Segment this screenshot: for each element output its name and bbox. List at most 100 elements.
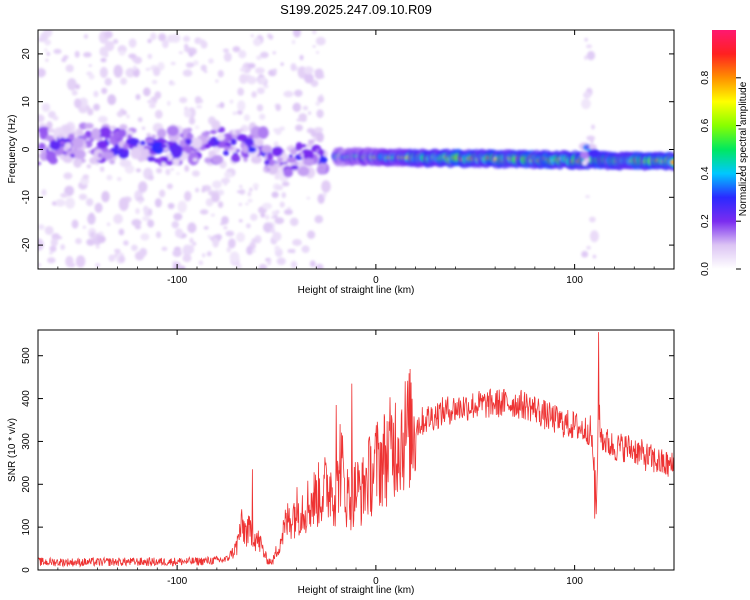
spectrogram-cell [41,102,51,112]
spectrogram-cell [211,154,224,165]
spectrogram-cell [171,221,179,229]
spectrogram-cell [72,137,84,149]
spectrogram-cell [246,245,254,255]
spectrogram-cell [148,174,154,181]
spectrogram-cell [236,190,241,193]
spectrogram-cell [55,199,66,207]
spectrogram-cell [95,245,100,249]
spectrogram-cell [88,64,92,67]
spectrogram-cell [73,157,82,168]
spectrogram-feature [331,146,674,171]
spectrogram-cell [237,100,246,112]
snr-x-label: Height of straight line (km) [298,585,415,596]
spectrogram-cell [315,36,326,46]
spectrogram-cell [44,225,54,235]
spectrogram-cell [160,144,168,149]
spectrogram-cell [242,145,249,154]
spectrogram-cell [139,140,146,146]
spectrogram-cell [41,189,47,196]
spectrogram-cell [223,52,232,62]
spectrogram-cell [199,209,209,215]
spectrogram-cell [162,39,169,49]
spectrogram-cell [182,69,193,77]
colorbar-tick-label: 0.2 [700,214,711,228]
spectrogram-cell [189,237,194,244]
spectrogram-cell [207,235,212,239]
spectrogram-cell [283,168,294,178]
spectrogram-cell [230,154,241,163]
spectrogram-cell [75,84,81,90]
spectrogram-cell [145,67,150,71]
spectrogram-cell [205,198,214,207]
spectrogram-cell [267,259,272,266]
spectrogram-cell [228,238,236,249]
spectrogram-cell [244,137,254,146]
spectrogram-cell [99,166,105,172]
spectrogram-y-tick-label: -10 [21,190,32,205]
spectrogram-cell [38,263,42,267]
spectrogram-cell [66,78,77,91]
spectrogram-cell [306,196,311,200]
spectrogram-cell [273,128,278,132]
spectrogram-y-label: Frequency (Hz) [7,115,18,184]
spectrogram-cell [135,208,140,215]
spectrogram-cell [275,209,280,214]
spectrogram-cell [194,96,202,103]
spectrogram-cell [243,114,250,122]
spectrogram-cell [312,45,316,48]
spectrogram-cell [274,245,280,252]
spectrogram-blobs [38,30,674,269]
spectrogram-cell [283,90,294,98]
spectrogram-cell [147,219,155,228]
spectrogram-cell [102,151,115,160]
spectrogram-cell [158,33,167,42]
spectrogram-cell [49,245,57,253]
spectrogram-cell [267,33,272,39]
spectrogram-cell [128,38,137,48]
spectrogram-cell [316,164,327,175]
spectrogram-cell [201,188,206,193]
spectrogram-cell [318,149,325,156]
spectrogram-cell [258,141,263,145]
spectrogram-cell [589,230,599,243]
spectrogram-cell [198,260,204,266]
spectrogram-cell [118,228,125,236]
spectrogram-cell [171,158,180,166]
spectrogram-cell [250,80,254,85]
spectrogram-cell [148,103,156,109]
spectrogram-cell [106,174,113,181]
spectrogram-cell [77,131,83,135]
spectrogram-cell [239,189,246,195]
spectrogram-x-tick-label: -100 [167,275,187,286]
spectrogram-cell [223,150,230,156]
spectrogram-cell [152,67,161,77]
snr-y-tick-label: 400 [21,390,32,407]
spectrogram-cell [272,51,276,55]
spectrogram-cell [172,249,182,257]
spectrogram-cell [250,34,254,38]
colorbar-gradient [712,30,736,269]
spectrogram-cell [256,104,264,112]
spectrogram-cell [317,95,325,103]
spectrogram-image [38,30,674,269]
spectrogram-cell [291,39,296,45]
spectrogram-cell [294,89,303,97]
spectrogram-cell [581,98,591,110]
spectrogram-cell [251,238,259,244]
spectrogram-cell [170,33,181,43]
spectrogram-cell [224,171,233,178]
spectrogram-cell [257,126,269,139]
spectrogram-cell [170,61,176,66]
spectrogram-cell [156,167,163,174]
spectrogram-cell [589,216,596,223]
spectrogram-cell [116,137,122,142]
spectrogram-cell [99,126,111,138]
spectrogram-cell [319,94,323,98]
figure-title: S199.2025.247.09.10.R09 [280,2,432,17]
spectrogram-cell [44,39,52,46]
spectrogram-feature [578,37,600,259]
spectrogram-cell [281,192,286,199]
spectrogram-cell [154,198,162,208]
spectrogram-cell [585,44,593,49]
spectrogram-feature [261,30,331,269]
